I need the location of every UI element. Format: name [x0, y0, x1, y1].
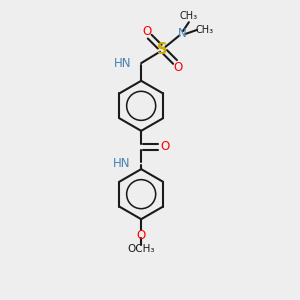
Text: HN: HN	[114, 57, 132, 70]
Text: O: O	[160, 140, 169, 153]
Text: O: O	[142, 25, 152, 38]
Text: O: O	[173, 61, 182, 74]
Text: CH₃: CH₃	[196, 26, 214, 35]
Text: O: O	[136, 229, 146, 242]
Text: HN: HN	[113, 157, 131, 170]
Text: OCH₃: OCH₃	[128, 244, 155, 254]
Text: CH₃: CH₃	[180, 11, 198, 21]
Text: N: N	[178, 28, 187, 40]
Text: S: S	[157, 42, 168, 57]
